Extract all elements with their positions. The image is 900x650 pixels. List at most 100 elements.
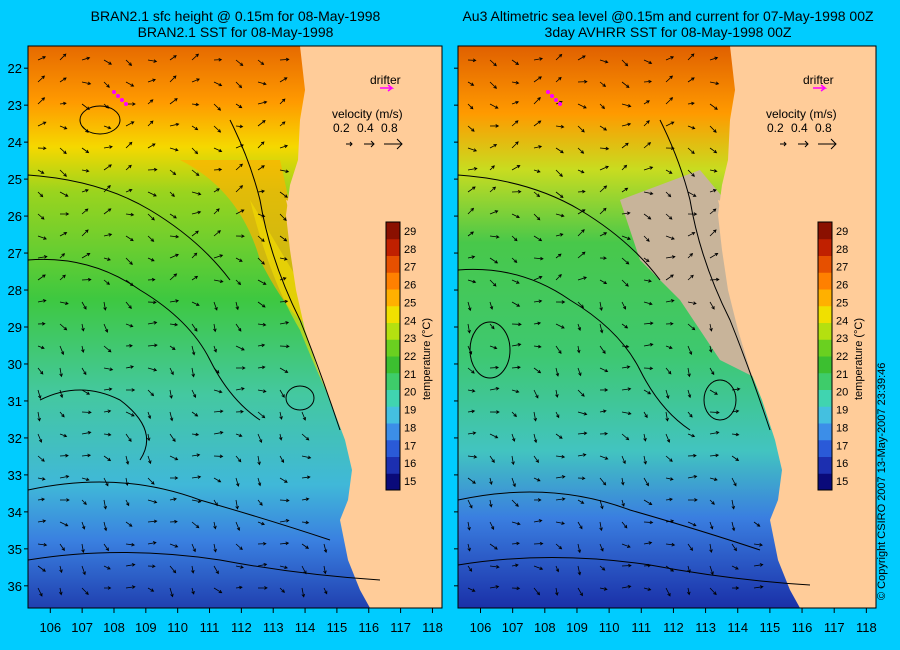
current-arrow-icon <box>169 455 179 461</box>
current-arrow-icon <box>213 345 217 353</box>
current-arrow-icon <box>511 279 520 284</box>
current-arrow-icon <box>577 229 585 237</box>
current-arrow-icon <box>533 565 544 570</box>
current-arrow-icon <box>731 432 740 437</box>
current-arrow-icon <box>103 81 110 88</box>
current-arrow-icon <box>235 345 245 351</box>
current-arrow-icon <box>59 367 63 378</box>
current-arrow-icon <box>643 366 654 371</box>
current-arrow-icon <box>169 433 176 443</box>
current-arrow-icon <box>665 367 672 375</box>
current-arrow-icon <box>621 323 629 329</box>
y-tick-label: 36 <box>8 579 22 594</box>
current-arrow-icon <box>59 169 67 177</box>
current-arrow-icon <box>213 279 224 284</box>
current-arrow-icon <box>709 229 717 237</box>
current-arrow-icon <box>257 257 265 265</box>
x-tick-label: 112 <box>231 620 252 635</box>
x-tick-label: 115 <box>760 620 781 635</box>
current-arrow-icon <box>533 455 539 464</box>
current-arrow-icon <box>323 543 328 554</box>
current-arrow-icon <box>533 433 538 444</box>
current-arrow-icon <box>103 367 114 371</box>
current-arrow-icon <box>511 563 519 568</box>
drifter-legend-label: drifter <box>370 73 401 87</box>
current-arrow-icon <box>731 586 740 590</box>
current-arrow-icon <box>191 411 199 417</box>
y-tick-label: 27 <box>8 246 22 261</box>
colorbar-tick-label: 15 <box>836 476 848 488</box>
current-arrow-icon <box>555 389 559 398</box>
current-arrow-icon <box>59 323 68 331</box>
colorbar-tick-label: 23 <box>836 333 848 345</box>
current-arrow-icon <box>37 274 46 281</box>
current-arrow-icon <box>169 98 178 105</box>
current-arrow-icon <box>213 389 223 394</box>
current-arrow-icon <box>147 587 155 592</box>
current-arrow-icon <box>687 367 691 378</box>
current-arrow-icon <box>59 232 68 237</box>
velocity-arrow-small-icon <box>346 141 353 147</box>
current-arrow-icon <box>555 253 562 259</box>
current-arrow-icon <box>59 77 67 83</box>
current-arrow-icon <box>191 169 200 176</box>
current-arrow-icon <box>467 103 474 110</box>
current-arrow-icon <box>709 345 713 353</box>
current-arrow-icon <box>577 476 586 481</box>
colorbar-swatch <box>386 322 400 340</box>
current-arrow-icon <box>621 122 632 127</box>
current-arrow-icon <box>533 235 543 242</box>
current-arrow-icon <box>103 208 112 215</box>
current-arrow-icon <box>665 169 673 174</box>
current-arrow-icon <box>301 565 307 575</box>
colorbar-tick-label: 21 <box>404 369 416 381</box>
right-drifter-point <box>546 90 550 94</box>
current-arrow-icon <box>643 587 652 591</box>
current-arrow-icon <box>279 367 289 373</box>
colorbar-tick-label: 28 <box>836 244 848 256</box>
current-arrow-icon <box>125 433 132 443</box>
current-arrow-icon <box>301 455 312 460</box>
current-arrow-icon <box>555 521 566 525</box>
current-arrow-icon <box>125 521 133 527</box>
current-arrow-icon <box>621 543 631 548</box>
current-arrow-icon <box>533 587 541 596</box>
current-arrow-icon <box>709 252 719 259</box>
current-arrow-icon <box>37 97 46 105</box>
current-arrow-icon <box>555 543 563 550</box>
current-arrow-icon <box>643 520 654 525</box>
current-arrow-icon <box>59 411 65 418</box>
right-panel-title: Au3 Altimetric sea level @0.15m and curr… <box>458 8 878 40</box>
current-arrow-icon <box>257 499 263 506</box>
current-arrow-icon <box>257 235 265 242</box>
y-tick-label: 30 <box>8 357 22 372</box>
colorbar-tick-label: 21 <box>836 369 848 381</box>
current-arrow-icon <box>37 191 44 198</box>
colorbar-tick-label: 16 <box>836 458 848 470</box>
current-arrow-icon <box>709 587 717 596</box>
current-arrow-icon <box>665 542 676 547</box>
left-drifter-point <box>112 90 116 94</box>
current-arrow-icon <box>643 235 650 242</box>
current-arrow-icon <box>257 59 265 66</box>
current-arrow-icon <box>533 519 543 523</box>
y-tick-label: 33 <box>8 468 22 483</box>
current-arrow-icon <box>103 103 110 109</box>
colorbar-swatch <box>818 305 832 323</box>
current-arrow-icon <box>235 59 244 67</box>
x-tick-label: 118 <box>422 620 443 635</box>
current-arrow-icon <box>125 279 134 287</box>
current-arrow-icon <box>489 565 500 569</box>
current-arrow-icon <box>709 367 715 376</box>
current-arrow-icon <box>213 565 219 575</box>
current-arrow-icon <box>489 235 500 239</box>
colorbar-tick-label: 26 <box>404 280 416 292</box>
current-arrow-icon <box>37 367 44 375</box>
current-arrow-icon <box>489 144 498 149</box>
current-arrow-icon <box>147 257 155 262</box>
current-arrow-icon <box>81 188 89 193</box>
current-arrow-icon <box>125 323 134 328</box>
current-arrow-icon <box>687 389 692 399</box>
current-arrow-icon <box>235 279 242 286</box>
velocity-legend-right: velocity (m/s) 0.2 0.4 0.8 <box>766 107 837 150</box>
